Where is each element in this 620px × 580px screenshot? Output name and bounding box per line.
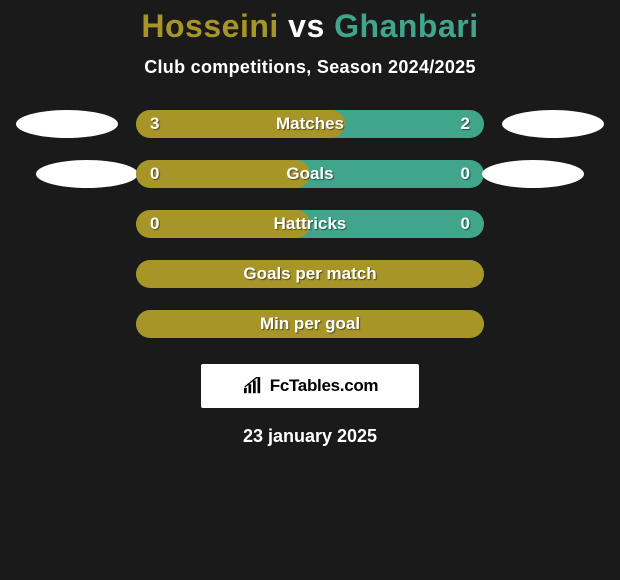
stat-row: Goals per match bbox=[0, 260, 620, 288]
stat-row: Min per goal bbox=[0, 310, 620, 338]
date-label: 23 january 2025 bbox=[0, 426, 620, 447]
stat-bar: 3Matches2 bbox=[136, 110, 484, 138]
stat-label: Hattricks bbox=[136, 214, 484, 234]
source-label: FcTables.com bbox=[270, 376, 379, 396]
player2-marker bbox=[482, 160, 584, 188]
spacer bbox=[502, 310, 604, 338]
vs-separator: vs bbox=[279, 8, 334, 44]
spacer bbox=[16, 210, 118, 238]
spacer bbox=[502, 260, 604, 288]
stat-right-value: 0 bbox=[461, 164, 470, 184]
stat-row: 0Goals0 bbox=[0, 160, 620, 188]
stat-label: Matches bbox=[136, 114, 484, 134]
player2-name: Ghanbari bbox=[334, 8, 478, 44]
comparison-card: Hosseini vs Ghanbari Club competitions, … bbox=[0, 0, 620, 447]
subtitle: Club competitions, Season 2024/2025 bbox=[0, 57, 620, 78]
stat-row: 3Matches2 bbox=[0, 110, 620, 138]
chart-icon bbox=[242, 377, 264, 395]
stat-label: Min per goal bbox=[136, 314, 484, 334]
stat-right-value: 0 bbox=[461, 214, 470, 234]
stat-right-value: 2 bbox=[461, 114, 470, 134]
player1-name: Hosseini bbox=[141, 8, 278, 44]
stat-rows: 3Matches20Goals00Hattricks0Goals per mat… bbox=[0, 110, 620, 338]
stat-bar: Min per goal bbox=[136, 310, 484, 338]
source-badge: FcTables.com bbox=[201, 364, 419, 408]
spacer bbox=[16, 310, 118, 338]
spacer bbox=[16, 260, 118, 288]
spacer bbox=[502, 210, 604, 238]
stat-bar: 0Goals0 bbox=[136, 160, 484, 188]
stat-label: Goals per match bbox=[136, 264, 484, 284]
page-title: Hosseini vs Ghanbari bbox=[0, 8, 620, 45]
player2-marker bbox=[502, 110, 604, 138]
stat-label: Goals bbox=[136, 164, 484, 184]
player1-marker bbox=[16, 110, 118, 138]
stat-row: 0Hattricks0 bbox=[0, 210, 620, 238]
stat-bar: Goals per match bbox=[136, 260, 484, 288]
stat-bar: 0Hattricks0 bbox=[136, 210, 484, 238]
player1-marker bbox=[36, 160, 138, 188]
